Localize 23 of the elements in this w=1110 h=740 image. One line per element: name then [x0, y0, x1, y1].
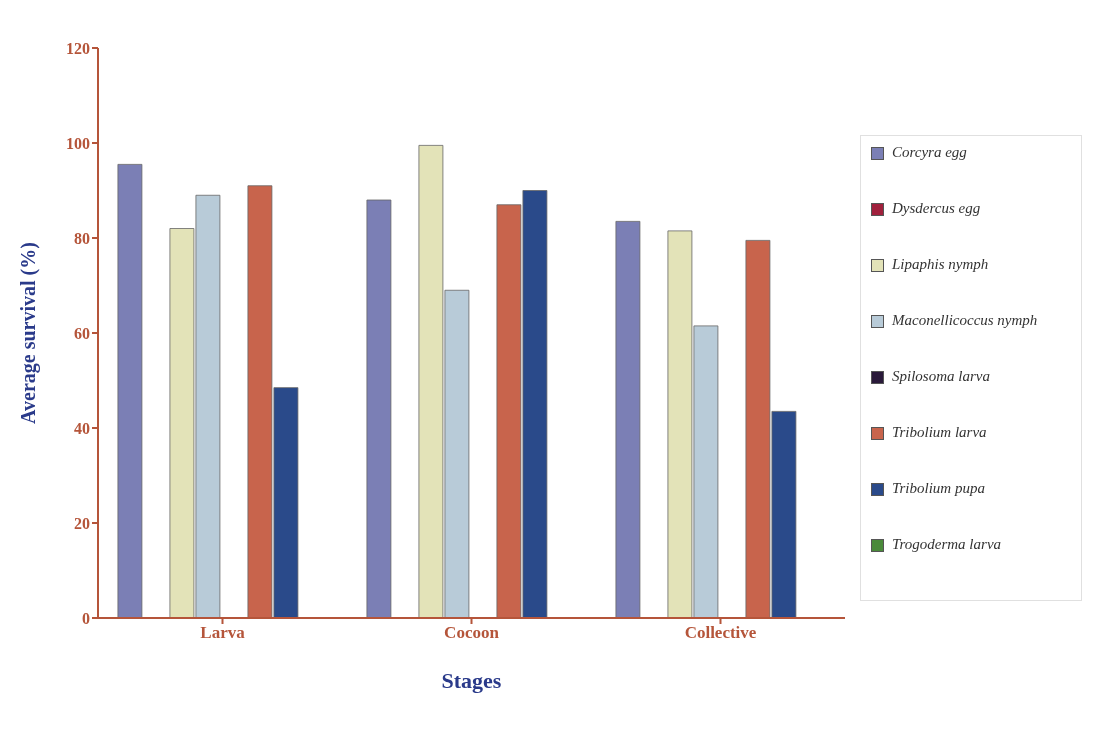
y-tick-label: 20 — [74, 514, 90, 532]
y-tick-label: 120 — [66, 39, 90, 57]
legend-label: Spilosoma larva — [892, 368, 991, 385]
y-axis-title: Average survival (%) — [17, 242, 41, 424]
legend-label: Tribolium pupa — [892, 480, 986, 497]
x-tick-label: Cocoon — [444, 623, 500, 643]
legend-label: Tribolium larva — [892, 424, 988, 441]
x-tick-label: Collective — [684, 623, 757, 643]
y-tick-label: 80 — [74, 229, 90, 247]
legend-label: Maconellicoccus nymph — [892, 312, 1039, 329]
x-tick-label: Larva — [200, 623, 246, 643]
legend-label: Corcyra egg — [892, 144, 968, 161]
legend-label: Trogoderma larva — [892, 536, 1003, 553]
y-tick-label: 100 — [66, 134, 90, 152]
bar — [366, 199, 392, 618]
legend-label: Dysdercus egg — [892, 200, 982, 217]
y-tick-label: 60 — [74, 324, 90, 342]
legend-label: Lipaphis nymph — [892, 256, 990, 273]
bar — [615, 220, 641, 618]
bar — [117, 163, 143, 618]
x-axis-title: Stages — [441, 668, 502, 693]
y-tick-label: 40 — [74, 419, 90, 437]
y-tick-label: 0 — [82, 609, 90, 627]
